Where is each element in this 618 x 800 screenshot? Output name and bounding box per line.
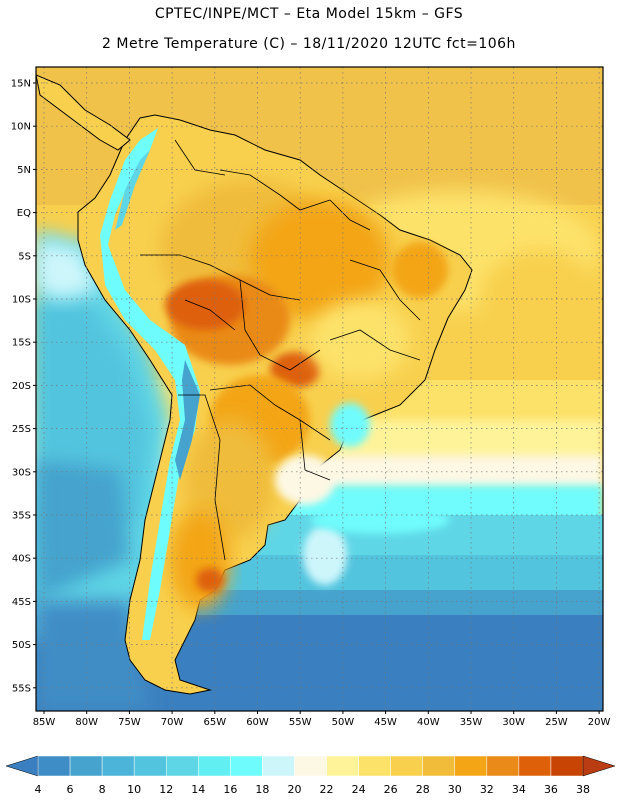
colorbar-label: 28 <box>416 783 430 796</box>
lat-label: 50S <box>12 640 31 651</box>
lon-label: 60W <box>246 717 269 728</box>
colorbar-label: 6 <box>67 783 74 796</box>
lat-label: 25S <box>12 424 31 435</box>
colorbar-label: 4 <box>35 783 42 796</box>
colorbar-label: 8 <box>99 783 106 796</box>
lat-label: 15S <box>12 338 31 349</box>
lon-label: 30W <box>502 717 525 728</box>
colorbar-label: 26 <box>384 783 398 796</box>
colorbar-label: 22 <box>320 783 334 796</box>
lon-label: 55W <box>289 717 312 728</box>
colorbar-swatch <box>390 755 423 777</box>
lon-label: 65W <box>203 717 226 728</box>
colorbar-label: 24 <box>352 783 366 796</box>
colorbar-swatch <box>550 755 584 777</box>
colorbar-swatch <box>518 755 552 777</box>
lat-label: 40S <box>12 554 31 565</box>
colorbar-label: 34 <box>512 783 526 796</box>
colorbar-label: 38 <box>576 783 590 796</box>
lat-label: 30S <box>12 467 31 478</box>
lon-label: 45W <box>374 717 397 728</box>
colorbar-swatch <box>101 755 135 777</box>
chart-title-line-2: 2 Metre Temperature (C) – 18/11/2020 12U… <box>102 36 516 52</box>
colorbar-min-arrow <box>5 755 39 777</box>
colorbar-swatch <box>358 755 391 777</box>
colorbar-swatch <box>198 755 231 777</box>
colorbar-label: 36 <box>544 783 558 796</box>
colorbar-swatch <box>37 755 71 777</box>
colorbar-swatch <box>133 755 167 777</box>
colorbar-swatch <box>294 755 327 777</box>
lon-label: 75W <box>118 717 141 728</box>
lon-label: 35W <box>460 717 483 728</box>
latitude-labels: 15N 10N 5N EQ 5S 10S 15S 20S 25S 30S 35S 40S 45S 50S 5… <box>11 79 36 694</box>
colorbar-swatch <box>165 755 199 777</box>
colorbar-label: 12 <box>159 783 173 796</box>
colorbar-label: 20 <box>287 783 301 796</box>
lat-label: EQ <box>17 208 31 219</box>
lon-label: 40W <box>417 717 440 728</box>
colorbar-swatch <box>454 755 488 777</box>
colorbar-label: 30 <box>448 783 462 796</box>
colorbar-swatch <box>422 755 456 777</box>
lon-label: 20W <box>588 717 611 728</box>
lat-label: 35S <box>12 511 31 522</box>
colorbar-label: 32 <box>480 783 494 796</box>
lon-label: 80W <box>75 717 98 728</box>
lat-label: 10S <box>12 295 31 306</box>
colorbar-swatch <box>486 755 520 777</box>
lat-label: 45S <box>12 597 31 608</box>
colorbar-swatch <box>69 755 103 777</box>
colorbar-label: 14 <box>191 783 205 796</box>
chart-title-line-1: CPTEC/INPE/MCT – Eta Model 15km – GFS <box>154 6 464 22</box>
colorbar-label: 18 <box>255 783 269 796</box>
colorbar-swatch <box>262 755 295 777</box>
lon-label: 50W <box>332 717 355 728</box>
lat-label: 15N <box>11 79 31 90</box>
lat-label: 5S <box>18 251 31 262</box>
colorbar-label: 16 <box>223 783 237 796</box>
colorbar-swatch <box>230 755 263 777</box>
map-frame <box>35 66 604 712</box>
lat-label: 20S <box>12 381 31 392</box>
colorbar: 4 6 8 10 12 14 16 18 20 22 24 26 28 30 32 34 36 38 <box>5 755 616 796</box>
lon-label: 85W <box>33 717 56 728</box>
lat-label: 5N <box>17 165 31 176</box>
colorbar-max-arrow <box>582 755 616 777</box>
colorbar-label: 10 <box>127 783 141 796</box>
lat-label: 55S <box>12 683 31 694</box>
lon-label: 70W <box>161 717 184 728</box>
colorbar-swatch <box>326 755 359 777</box>
lon-label: 25W <box>545 717 568 728</box>
longitude-labels: 85W 80W 75W 70W 65W 60W 55W 50W 45W 40W 35W 30W 25W 2… <box>33 711 611 728</box>
lat-label: 10N <box>11 122 31 133</box>
temperature-field <box>36 67 603 711</box>
